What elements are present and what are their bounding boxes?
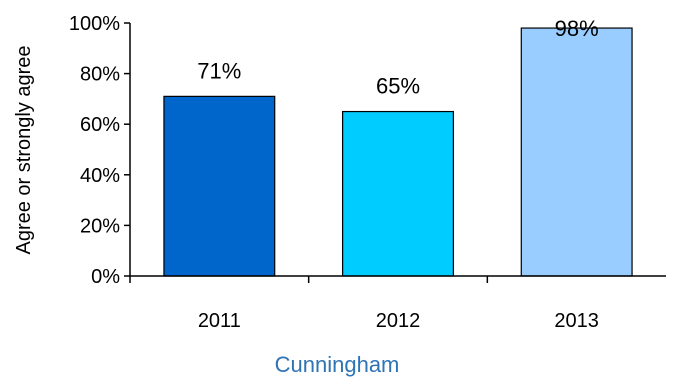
y-tick-label: 20% <box>80 215 120 237</box>
y-tick-label: 80% <box>80 64 120 86</box>
data-label-2011: 71% <box>197 58 241 83</box>
y-tick-label: 100% <box>69 13 120 35</box>
x-tick-label-2013: 2013 <box>554 310 599 332</box>
bar-2012 <box>342 110 454 277</box>
y-axis-label: Agree or strongly agree <box>13 45 35 254</box>
data-label-2012: 65% <box>376 74 420 99</box>
x-axis-ticks: 2011 2012 2013 <box>129 276 599 332</box>
y-tick-label: 0% <box>91 266 120 288</box>
y-axis-ticks: 0% 20% 40% 60% 80% 100% <box>69 13 130 288</box>
y-tick-label: 60% <box>80 114 120 136</box>
data-labels: 71% 65% 98% <box>197 16 598 98</box>
data-label-2013: 98% <box>555 16 599 41</box>
bar-2011 <box>163 95 276 277</box>
x-tick-label-2012: 2012 <box>376 310 421 332</box>
x-tick-label-2011: 2011 <box>198 310 241 332</box>
bar-2013 <box>520 27 633 277</box>
bars <box>163 27 633 277</box>
x-axis-group-label: Cunningham <box>275 352 400 377</box>
y-tick-label: 40% <box>80 165 120 187</box>
